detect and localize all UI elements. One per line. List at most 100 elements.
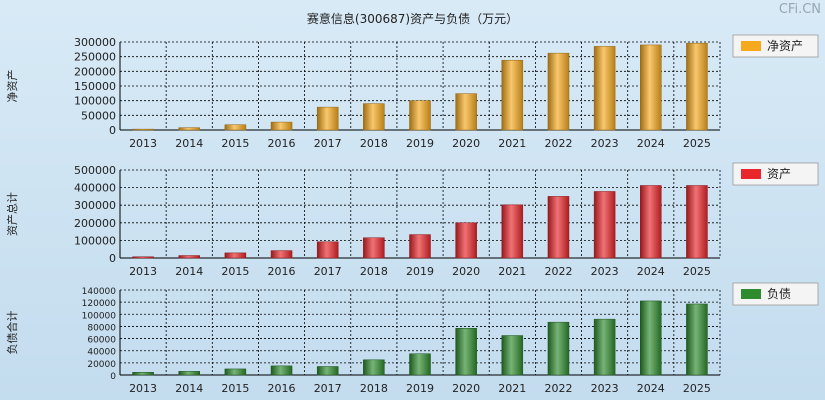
x-tick-label: 2015	[221, 265, 249, 278]
bar-net-assets-2025	[686, 42, 708, 131]
x-tick-label: 2024	[637, 137, 665, 150]
y-tick-label: 0	[110, 372, 116, 382]
legend-label: 净资产	[767, 39, 803, 53]
legend-label: 负债	[767, 287, 791, 301]
bar-net-assets-2021	[501, 59, 524, 131]
bar-net-assets-2013	[132, 128, 154, 131]
bar-total-liabilities-2022	[547, 321, 570, 376]
x-tick-label: 2021	[498, 137, 526, 150]
bar-total-assets-2021	[501, 204, 524, 259]
x-tick-label: 2013	[129, 382, 157, 395]
x-tick-label: 2013	[129, 265, 157, 278]
y-tick-label: 300000	[74, 199, 116, 212]
bar-total-assets-2019	[409, 234, 431, 259]
bar-total-liabilities-2013	[132, 372, 154, 376]
legend-box	[732, 162, 819, 186]
x-tick-label: 2024	[637, 382, 665, 395]
y-tick-label: 0	[109, 124, 116, 137]
y-tick-label: 200000	[74, 65, 116, 78]
y-tick-label: 150000	[74, 80, 116, 93]
x-tick-label: 2022	[544, 265, 572, 278]
y-tick-label: 400000	[74, 182, 116, 195]
y-tick-label: 40000	[87, 348, 116, 358]
bar-net-assets-2019	[409, 100, 431, 131]
legend-label: 资产	[767, 167, 791, 181]
x-tick-label: 2013	[129, 137, 157, 150]
y-axis-label: 资产总计	[5, 192, 19, 236]
legend-box	[732, 282, 819, 306]
x-tick-label: 2023	[591, 137, 619, 150]
bar-total-liabilities-2017	[316, 366, 339, 376]
x-tick-label: 2020	[452, 265, 480, 278]
x-tick-label: 2020	[452, 137, 480, 150]
y-tick-label: 80000	[87, 323, 116, 333]
bar-net-assets-2017	[316, 106, 339, 131]
x-tick-label: 2025	[683, 137, 711, 150]
bar-total-liabilities-2019	[409, 353, 431, 376]
x-tick-label: 2017	[314, 382, 342, 395]
x-tick-label: 2016	[268, 137, 296, 150]
x-tick-label: 2019	[406, 265, 434, 278]
bar-total-liabilities-2020	[455, 328, 477, 376]
x-tick-label: 2017	[314, 137, 342, 150]
x-tick-label: 2022	[544, 382, 572, 395]
x-tick-label: 2025	[683, 265, 711, 278]
x-tick-label: 2019	[406, 382, 434, 395]
x-tick-label: 2015	[221, 382, 249, 395]
x-tick-label: 2020	[452, 382, 480, 395]
chart-title: 赛意信息(300687)资产与负债（万元）	[306, 12, 519, 26]
y-axis-label: 负债合计	[5, 311, 19, 355]
bar-total-assets-2014	[178, 255, 200, 259]
watermark: CFi.CN	[778, 2, 821, 17]
x-tick-label: 2015	[221, 137, 249, 150]
bar-total-liabilities-2023	[593, 318, 616, 376]
y-tick-label: 100000	[82, 311, 117, 321]
bar-net-assets-2022	[547, 52, 570, 131]
bar-total-liabilities-2018	[363, 359, 385, 376]
chart-panel-total-assets: 0 100000 200000 300000 400000 500000 2013 2014 2…	[5, 162, 819, 278]
bar-total-liabilities-2024	[640, 300, 662, 376]
bar-total-assets-2024	[640, 185, 662, 259]
bar-total-liabilities-2025	[686, 303, 708, 376]
bar-net-assets-2020	[455, 93, 477, 131]
x-tick-label: 2024	[637, 265, 665, 278]
bar-net-assets-2023	[593, 46, 616, 131]
bar-total-liabilities-2021	[501, 335, 524, 376]
bar-net-assets-2018	[363, 103, 385, 131]
bar-total-assets-2018	[363, 237, 385, 259]
bar-total-liabilities-2014	[178, 371, 200, 376]
legend-total-assets: 资产	[732, 162, 819, 186]
bar-total-assets-2016	[270, 250, 293, 259]
bar-total-assets-2023	[593, 191, 616, 259]
x-tick-label: 2025	[683, 382, 711, 395]
bar-total-liabilities-2016	[270, 365, 293, 376]
bar-net-assets-2015	[224, 124, 247, 131]
legend-swatch	[741, 289, 761, 299]
bar-total-assets-2013	[132, 256, 154, 259]
y-tick-label: 50000	[81, 109, 116, 122]
bar-total-assets-2020	[455, 222, 477, 259]
y-tick-label: 200000	[74, 217, 116, 230]
chart-panel-total-liabilities: 0 20000 40000 60000 80000 100000 120000 140000 2…	[5, 282, 819, 395]
y-tick-label: 140000	[82, 287, 117, 297]
x-tick-label: 2014	[175, 137, 203, 150]
legend-net-assets: 净资产	[732, 34, 819, 58]
legend-box	[732, 34, 819, 58]
x-tick-label: 2021	[498, 382, 526, 395]
x-tick-label: 2023	[591, 265, 619, 278]
bar-net-assets-2016	[270, 121, 293, 131]
y-tick-label: 20000	[87, 360, 116, 370]
x-tick-label: 2016	[268, 382, 296, 395]
x-tick-label: 2014	[175, 265, 203, 278]
y-tick-label: 500000	[74, 164, 116, 177]
y-tick-label: 60000	[87, 336, 116, 346]
bar-total-assets-2022	[547, 196, 570, 259]
x-tick-label: 2022	[544, 137, 572, 150]
y-axis-label: 净资产	[5, 70, 19, 103]
x-tick-label: 2021	[498, 265, 526, 278]
legend-total-liabilities: 负债	[732, 282, 819, 306]
bar-total-liabilities-2015	[224, 368, 247, 376]
x-tick-label: 2016	[268, 265, 296, 278]
y-tick-label: 100000	[74, 95, 116, 108]
